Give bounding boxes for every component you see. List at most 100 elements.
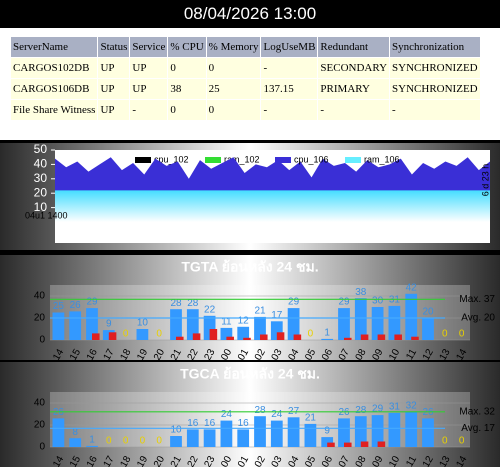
value-label: 0 (459, 436, 465, 447)
table-cell: PRIMARY (317, 78, 391, 100)
column-header: % Memory (205, 36, 262, 58)
table-cell: File Share Witness (9, 99, 99, 121)
bar (354, 298, 367, 340)
y-tick-label: 40 (34, 157, 48, 171)
value-label: 28 (187, 298, 199, 309)
x-tick-label: 12 (421, 347, 436, 363)
x-tick-label: 21 (169, 347, 184, 363)
table-row: File Share Witness UP -0 0- - - (9, 99, 481, 121)
table-cell: - (129, 99, 169, 121)
error-bar (344, 337, 352, 340)
value-label: 20 (422, 307, 434, 318)
value-label: 0 (156, 436, 162, 447)
value-label: 0 (442, 436, 448, 447)
x-tick-label: 14 (454, 347, 469, 363)
bar (422, 418, 434, 447)
table-panel: ServerName Status Service% CPU% Memory LogU… (0, 28, 500, 140)
bar (69, 438, 82, 447)
x-tick-label: 22 (186, 347, 201, 363)
column-header: Service (129, 36, 169, 58)
avg-label: Avg. 17 (461, 423, 495, 434)
value-label: 21 (254, 306, 266, 317)
bar (220, 420, 233, 447)
bar (186, 429, 199, 447)
error-bar (327, 442, 335, 447)
error-bar (411, 336, 419, 340)
value-label: 26 (422, 407, 434, 418)
y-tick-label: 20 (34, 185, 48, 199)
value-label: 0 (106, 436, 112, 447)
bar (304, 423, 317, 447)
value-label: 29 (86, 297, 98, 308)
legend-swatch (345, 157, 361, 163)
bar (237, 326, 250, 340)
value-label: 11 (221, 317, 232, 328)
bar (136, 329, 149, 340)
x-tick-label: 13 (438, 347, 453, 363)
y-tick-label: 30 (34, 171, 48, 185)
bar (405, 411, 418, 447)
x-tick-label: 07 (337, 347, 352, 363)
value-label: 42 (406, 282, 418, 293)
table-cell: UP (97, 99, 131, 121)
x-tick-label: 01 (236, 347, 251, 363)
bar (287, 308, 300, 340)
legend-label: ram_106 (364, 154, 400, 164)
y-tick-label: 50 (34, 142, 48, 156)
table-row: CARGOS106DB UP UP 38 25 137.15 PRIMARY SYNCHRON… (9, 78, 481, 100)
value-label: 1 (89, 435, 95, 446)
value-label: 32 (406, 400, 418, 411)
x-tick-label: 08 (354, 347, 369, 363)
error-bar (344, 442, 352, 447)
value-label: 24 (271, 409, 283, 420)
x-tick-label: 17 (102, 347, 117, 363)
x-tick-label: 10 (387, 347, 402, 363)
value-label: 0 (123, 329, 129, 340)
value-label: 12 (238, 315, 250, 326)
bar (388, 305, 401, 340)
value-label: 31 (389, 295, 401, 306)
error-bar (209, 329, 218, 340)
value-label: 1 (324, 328, 330, 339)
value-label: 30 (372, 296, 384, 307)
y-tick-label: 0 (39, 442, 45, 453)
error-bar (276, 332, 285, 340)
bar (321, 437, 334, 447)
table-cell: CARGOS102DB (9, 57, 99, 79)
max-label: Max. 37 (459, 294, 495, 305)
bar (371, 307, 384, 340)
bar (270, 321, 283, 340)
x-tick-label: 20 (152, 347, 167, 363)
table-cell: 0 (205, 57, 262, 79)
value-label: 38 (355, 287, 367, 298)
bar (321, 338, 334, 340)
y-tick-label: 20 (34, 420, 46, 431)
value-label: 26 (53, 407, 65, 418)
bar (170, 309, 182, 340)
value-label: 0 (308, 329, 314, 340)
chart-title: TGCA ย้อนหลัง 24 ชม. (180, 366, 320, 382)
x-tick-label: 00 (219, 347, 234, 363)
legend-swatch (275, 157, 291, 163)
max-label: Max. 32 (459, 406, 495, 417)
value-label: 9 (106, 319, 112, 330)
error-bar (377, 441, 386, 447)
value-label: 0 (140, 436, 146, 447)
x-tick-label: 02 (253, 347, 268, 363)
bar (203, 429, 216, 447)
legend-swatch (135, 157, 151, 163)
value-label: 28 (170, 298, 182, 309)
value-label: 16 (204, 418, 216, 429)
legend-swatch (205, 157, 221, 163)
value-label: 16 (187, 418, 199, 429)
bar (287, 417, 300, 447)
y-tick-label: 40 (34, 398, 46, 409)
y-tick-label: 40 (34, 291, 46, 302)
avg-label: Avg. 20 (461, 313, 495, 324)
x-tick-label: 09 (370, 347, 385, 363)
bar (86, 445, 98, 447)
bar (254, 416, 266, 447)
side-label: 6 d 23 h (480, 164, 490, 197)
value-label: 0 (156, 329, 162, 340)
x-label: 04u1 1400 (25, 210, 68, 220)
